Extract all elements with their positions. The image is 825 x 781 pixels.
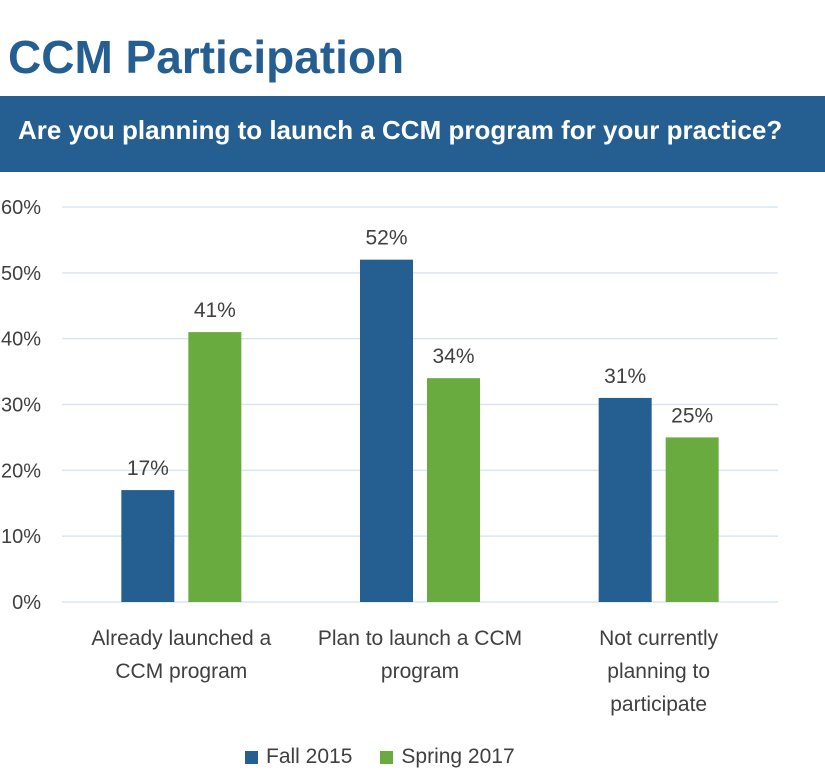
legend-item-spring: Spring 2017 [380,745,515,769]
y-tick-label: 20% [1,460,41,482]
bars [121,259,719,602]
y-tick-label: 0% [12,592,41,614]
legend-label-spring: Spring 2017 [401,745,515,768]
page-title: CCM Participation [8,31,405,83]
bar-fall-2015 [360,259,413,602]
question-banner: Are you planning to launch a CCM program… [0,96,825,172]
legend-swatch-spring [380,750,394,764]
bar-spring-2017 [188,332,242,602]
category-label-line: Not currently [599,627,719,650]
y-tick-label: 50% [1,263,41,285]
legend-item-fall: Fall 2015 [245,745,352,769]
x-axis-categories: Already launched a CCM program Plan to lau… [91,627,718,716]
category-label-line: participate [610,693,707,716]
category-label-line: CCM program [115,660,247,683]
category-label-line: Already launched a [91,627,271,650]
y-tick-label: 60% [1,197,41,219]
y-axis-ticks: 0% 10% 20% 30% 40% 50% 60% [1,197,41,614]
legend: Fall 2015 Spring 2017 [245,743,543,771]
y-tick-label: 10% [1,526,41,548]
data-label: 34% [432,345,474,368]
y-tick-label: 40% [1,329,41,351]
category-label-line: planning to [607,660,710,683]
category-label: Not currently planning to participate [599,627,719,716]
data-label: 31% [604,365,646,388]
legend-label-fall: Fall 2015 [266,745,353,768]
category-label: Already launched a CCM program [91,627,271,683]
bar-spring-2017 [665,437,719,602]
bar-spring-2017 [427,378,480,602]
question-text: Are you planning to launch a CCM program… [18,115,783,145]
bar-fall-2015 [598,397,652,602]
data-label: 41% [194,299,236,322]
data-labels: 17% 41% 52% 34% 31% 25% [127,227,713,480]
legend-swatch-fall [245,750,258,764]
bar-fall-2015 [121,490,175,602]
y-tick-label: 30% [1,395,41,417]
data-label: 25% [671,404,713,427]
category-label: Plan to launch a CCM program [318,627,522,683]
data-label: 52% [365,227,407,250]
data-label: 17% [127,457,169,480]
category-label-line: Plan to launch a CCM [318,627,522,650]
gridlines [62,206,778,603]
category-label-line: program [381,660,459,683]
